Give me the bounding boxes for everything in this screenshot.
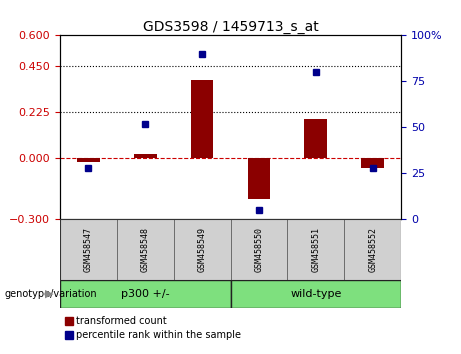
Bar <box>60 219 117 280</box>
Bar <box>77 158 100 162</box>
Text: GSM458550: GSM458550 <box>254 227 263 272</box>
Bar <box>248 158 270 199</box>
Bar <box>361 158 384 169</box>
Text: p300 +/-: p300 +/- <box>121 289 170 299</box>
Bar <box>230 219 287 280</box>
Bar <box>60 280 230 308</box>
Bar <box>304 119 327 158</box>
Text: GSM458549: GSM458549 <box>198 227 207 272</box>
Text: GSM458547: GSM458547 <box>84 227 93 272</box>
Bar <box>174 219 230 280</box>
Text: GSM458551: GSM458551 <box>311 227 320 272</box>
Bar <box>344 219 401 280</box>
Text: genotype/variation: genotype/variation <box>5 289 97 299</box>
Title: GDS3598 / 1459713_s_at: GDS3598 / 1459713_s_at <box>142 21 319 34</box>
Bar <box>117 219 174 280</box>
Legend: transformed count, percentile rank within the sample: transformed count, percentile rank withi… <box>65 316 242 340</box>
Bar <box>287 219 344 280</box>
Bar <box>230 280 401 308</box>
Text: ▶: ▶ <box>45 289 53 299</box>
Text: wild-type: wild-type <box>290 289 342 299</box>
Bar <box>134 154 157 158</box>
Text: GSM458548: GSM458548 <box>141 227 150 272</box>
Text: GSM458552: GSM458552 <box>368 227 377 272</box>
Bar <box>191 80 213 158</box>
